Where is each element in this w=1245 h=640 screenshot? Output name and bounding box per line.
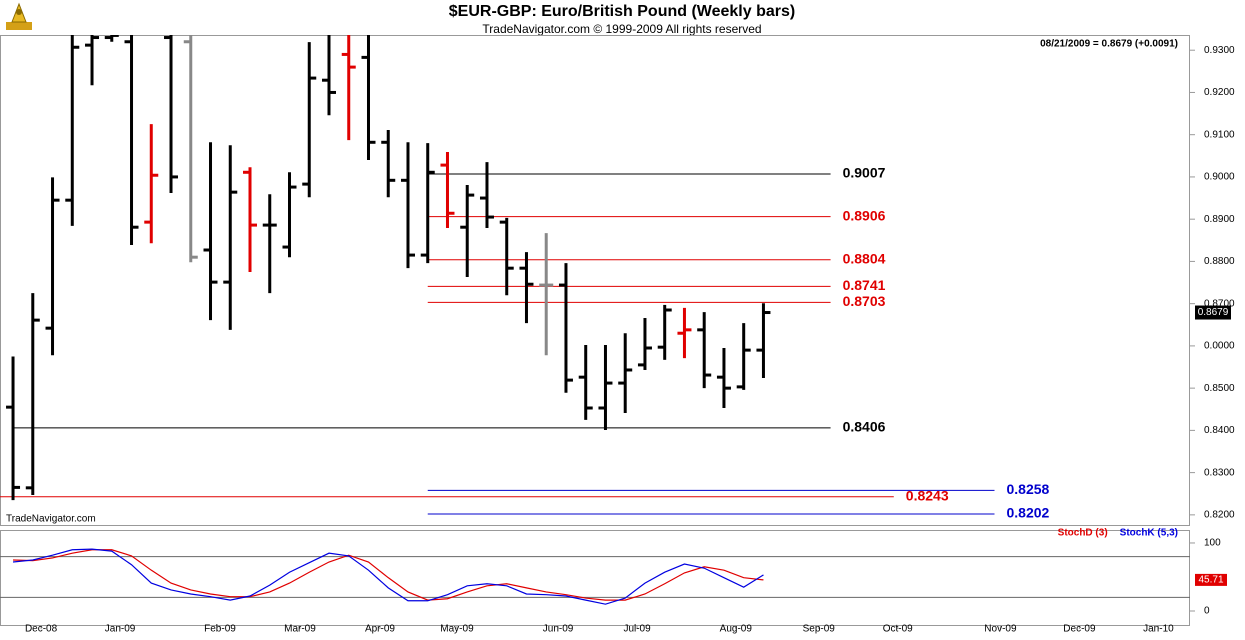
x-tick-label: Oct-09 — [883, 624, 913, 635]
level-label: 0.8243 — [906, 487, 949, 503]
chart-subtitle: TradeNavigator.com © 1999-2009 All right… — [482, 22, 761, 36]
level-label: 0.8202 — [1006, 505, 1049, 521]
level-label: 0.8703 — [843, 293, 886, 309]
logo — [6, 2, 32, 30]
level-label: 0.8906 — [843, 207, 886, 223]
level-label: 0.9007 — [843, 165, 886, 181]
x-tick-label: Jan-10 — [1143, 624, 1174, 635]
x-tick-label: Sep-09 — [803, 624, 836, 635]
y-tick-label: 0.9200 — [1204, 87, 1235, 98]
stoch-plot — [0, 548, 1190, 605]
price-plot — [0, 35, 995, 515]
quote-annotation: 08/21/2009 = 0.8679 (+0.0091) — [1040, 39, 1178, 50]
x-tick-label: Feb-09 — [204, 624, 236, 635]
y-tick-label: 0.8300 — [1204, 467, 1235, 478]
y-tick-label: 0.8900 — [1204, 214, 1235, 225]
x-tick-label: Jul-09 — [623, 624, 651, 635]
stoch-line — [12, 548, 764, 605]
level-label: 0.8406 — [843, 419, 886, 435]
y-tick-label: 0.9100 — [1204, 129, 1235, 140]
y-tick-label: 0.0000 — [1204, 341, 1235, 352]
legend-entry: StochK (5,3) — [1120, 528, 1178, 539]
price-tag — [1195, 305, 1231, 320]
x-tick-label: Jun-09 — [543, 624, 574, 635]
chart-title: $EUR-GBP: Euro/British Pound (Weekly bar… — [449, 3, 795, 20]
level-label: 0.8258 — [1006, 481, 1049, 497]
stoch-line — [13, 549, 764, 601]
y-tick-label: 0.8800 — [1204, 256, 1235, 267]
y-tick-label: 0.9000 — [1204, 172, 1235, 183]
y-tick-label: 0.8200 — [1204, 510, 1235, 521]
value-tag-label: 45.71 — [1198, 575, 1223, 586]
watermark: TradeNavigator.com — [6, 514, 96, 525]
overlay: 0.9300 0.9200 0.9100 0.9000 0.8900 0.8800 0.87… — [25, 45, 1235, 635]
y-tick-label: 0.9300 — [1204, 45, 1235, 56]
y-tick-label: 100 — [1204, 538, 1221, 549]
y-tick-label: 0.8500 — [1204, 383, 1235, 394]
x-tick-label: Dec-09 — [1063, 624, 1096, 635]
stoch-frame — [0, 530, 1190, 626]
y-tick-label: 0.8700 — [1204, 298, 1235, 309]
value-tag — [1195, 573, 1227, 586]
legend-entry: StochD (3) — [1058, 528, 1108, 539]
x-tick-label: Jan-09 — [105, 624, 136, 635]
x-tick-label: Apr-09 — [365, 624, 395, 635]
y-tick-label: 0 — [1204, 606, 1210, 617]
level-label: 0.8804 — [843, 250, 886, 266]
x-tick-label: Dec-08 — [25, 624, 58, 635]
x-tick-label: Aug-09 — [720, 624, 753, 635]
x-tick-label: Mar-09 — [284, 624, 316, 635]
main-frame — [0, 35, 1190, 526]
price-tag-label: 0.8679 — [1198, 307, 1229, 318]
level-label: 0.8741 — [843, 277, 886, 293]
y-tick-label: 0.8400 — [1204, 425, 1235, 436]
x-tick-label: Nov-09 — [984, 624, 1017, 635]
x-tick-label: May-09 — [440, 624, 474, 635]
